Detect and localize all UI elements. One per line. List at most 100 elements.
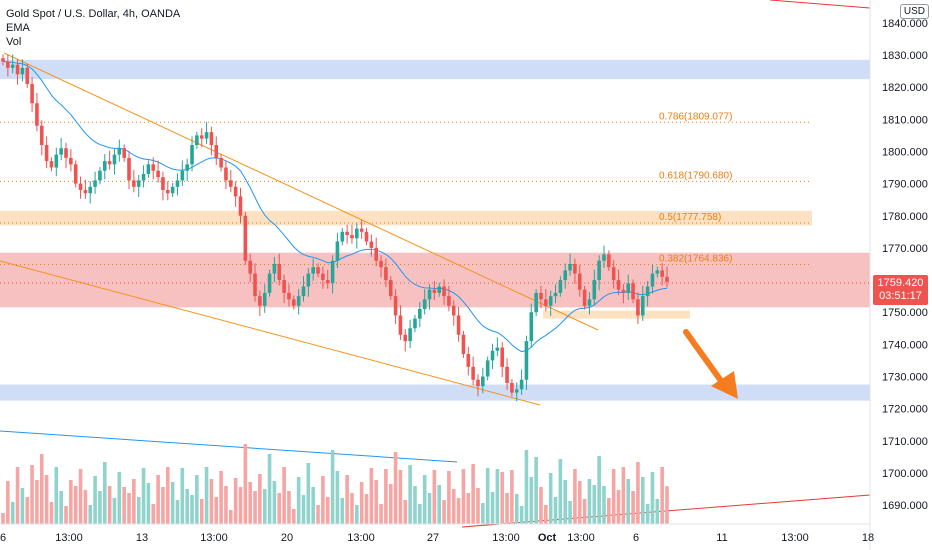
volume-bar bbox=[355, 505, 359, 524]
time-tick-label: 13:00 bbox=[347, 532, 375, 544]
volume-bar bbox=[655, 499, 660, 524]
candle bbox=[553, 292, 558, 297]
blue-trendline[interactable] bbox=[0, 430, 458, 463]
volume-bar bbox=[262, 489, 267, 524]
candle bbox=[88, 186, 93, 194]
candle bbox=[422, 299, 427, 309]
volume-bar bbox=[582, 499, 587, 524]
candle bbox=[73, 164, 78, 184]
volume-bar bbox=[340, 498, 345, 524]
channel-upper-line[interactable] bbox=[3, 52, 599, 331]
time-tick-label: 13:00 bbox=[55, 532, 83, 544]
candle bbox=[558, 280, 563, 293]
candle bbox=[25, 67, 30, 84]
symbol-title[interactable]: Gold Spot / U.S. Dollar, 4h, OANDA bbox=[6, 8, 181, 20]
time-tick-label: 27 bbox=[427, 532, 439, 544]
candle bbox=[616, 280, 621, 290]
candle bbox=[161, 177, 165, 191]
volume-bar bbox=[616, 490, 621, 524]
candle bbox=[98, 170, 102, 181]
candle bbox=[505, 366, 509, 383]
candle bbox=[602, 254, 606, 261]
candle bbox=[461, 334, 466, 354]
volume-bar bbox=[611, 469, 616, 524]
volume-bar bbox=[587, 479, 592, 524]
down-arrow-icon[interactable] bbox=[683, 329, 738, 399]
fib-label: 0.618(1790.680) bbox=[659, 170, 732, 181]
volume-bar bbox=[248, 482, 252, 524]
channel-lower-line[interactable] bbox=[0, 260, 541, 406]
candle bbox=[481, 376, 485, 387]
volume-bar bbox=[316, 505, 320, 524]
volume-bar bbox=[321, 476, 325, 524]
candle bbox=[524, 341, 529, 380]
volume-bar bbox=[408, 465, 412, 524]
zone-blue-4 bbox=[0, 384, 870, 401]
candle bbox=[69, 157, 73, 165]
volume-bar bbox=[49, 502, 54, 524]
candle bbox=[384, 267, 388, 281]
volume-bar bbox=[59, 491, 63, 524]
volume-bar bbox=[219, 471, 223, 524]
candle bbox=[10, 64, 15, 68]
volume-bar bbox=[20, 488, 25, 524]
time-tick-label: 13:00 bbox=[200, 532, 228, 544]
candle bbox=[151, 164, 156, 171]
volume-bar bbox=[292, 509, 296, 524]
volume-bar bbox=[136, 497, 141, 524]
ema-line bbox=[2, 60, 668, 353]
candle bbox=[93, 180, 97, 187]
candle bbox=[112, 154, 117, 165]
chart-legend: Gold Spot / U.S. Dollar, 4h, OANDA EMA V… bbox=[6, 7, 180, 49]
candle bbox=[364, 231, 369, 242]
candle bbox=[267, 273, 272, 293]
candles bbox=[1, 54, 669, 402]
volume-bar bbox=[539, 487, 543, 524]
volume-bar bbox=[10, 502, 15, 524]
volume-bar bbox=[481, 503, 485, 524]
volume-bar bbox=[243, 444, 248, 524]
candle bbox=[122, 148, 126, 158]
candle bbox=[49, 161, 54, 168]
candle bbox=[510, 382, 514, 393]
candle bbox=[185, 164, 189, 171]
time-tick-label: 18 bbox=[862, 532, 874, 544]
ema-legend[interactable]: EMA bbox=[6, 22, 30, 34]
volume-bar bbox=[577, 481, 582, 524]
volume-bar bbox=[272, 481, 277, 524]
candle bbox=[514, 389, 519, 393]
candle bbox=[563, 270, 568, 281]
candle bbox=[645, 286, 650, 297]
candle bbox=[408, 328, 412, 342]
volume-bar bbox=[88, 505, 93, 524]
volume-bar bbox=[146, 483, 151, 524]
volume-bar bbox=[93, 476, 97, 524]
volume-bar bbox=[500, 472, 505, 524]
candle bbox=[529, 312, 534, 342]
volume-bar bbox=[224, 486, 228, 524]
red-trendline-top[interactable] bbox=[769, 0, 871, 9]
candle bbox=[136, 180, 141, 187]
volume-bar bbox=[447, 471, 451, 524]
price-tick-label: 1800.000 bbox=[882, 146, 928, 158]
candle bbox=[262, 292, 267, 306]
candle bbox=[199, 135, 204, 139]
candle bbox=[490, 350, 495, 361]
volume-bar bbox=[267, 454, 272, 524]
candle bbox=[253, 273, 257, 297]
candle bbox=[204, 132, 209, 139]
candle bbox=[316, 267, 320, 274]
currency-badge[interactable]: USD bbox=[899, 4, 929, 19]
volume-bar bbox=[311, 487, 315, 524]
candle bbox=[258, 296, 262, 306]
vol-legend[interactable]: Vol bbox=[6, 36, 22, 48]
volume-bar bbox=[650, 472, 655, 524]
volume-bar bbox=[330, 450, 335, 524]
candle bbox=[597, 260, 601, 281]
volume-bar bbox=[151, 504, 156, 524]
candle bbox=[621, 289, 626, 293]
volume-bar bbox=[199, 499, 204, 524]
candle bbox=[209, 132, 214, 146]
candle bbox=[238, 196, 243, 216]
